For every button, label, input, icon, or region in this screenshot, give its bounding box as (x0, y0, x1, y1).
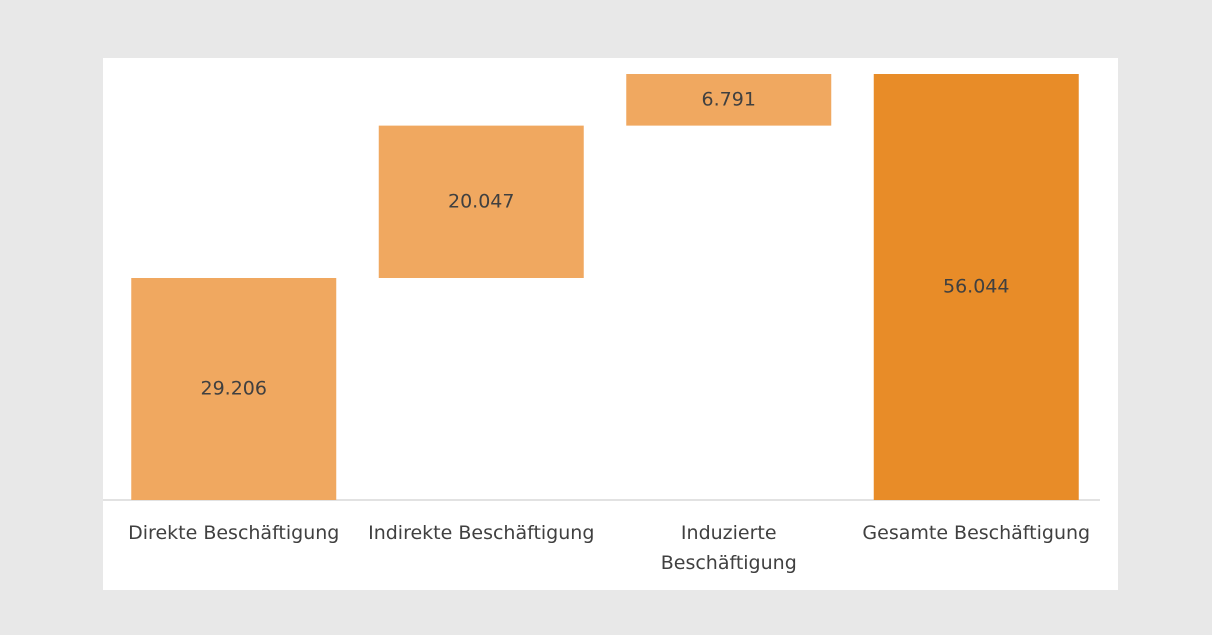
data-label: 29.206 (201, 378, 267, 400)
x-tick-label: Gesamte Beschäftigung (862, 522, 1091, 544)
bar (131, 278, 337, 500)
x-tick-label: Induzierte Beschäftigung (660, 522, 797, 574)
bar (626, 74, 832, 126)
data-label: 6.791 (702, 88, 756, 110)
data-label: 20.047 (448, 190, 514, 212)
data-label: 56.044 (943, 276, 1009, 298)
bar (378, 125, 584, 279)
chart-panel: 29.206 20.047 6.791 56.044 Direkte Beschäft… (103, 58, 1118, 590)
x-tick-label: Indirekte Beschäftigung (368, 522, 595, 544)
bar (873, 74, 1079, 500)
chart: 29.206 20.047 6.791 56.044 (103, 74, 1100, 501)
x-tick-label: Direkte Beschäftigung (128, 522, 340, 544)
